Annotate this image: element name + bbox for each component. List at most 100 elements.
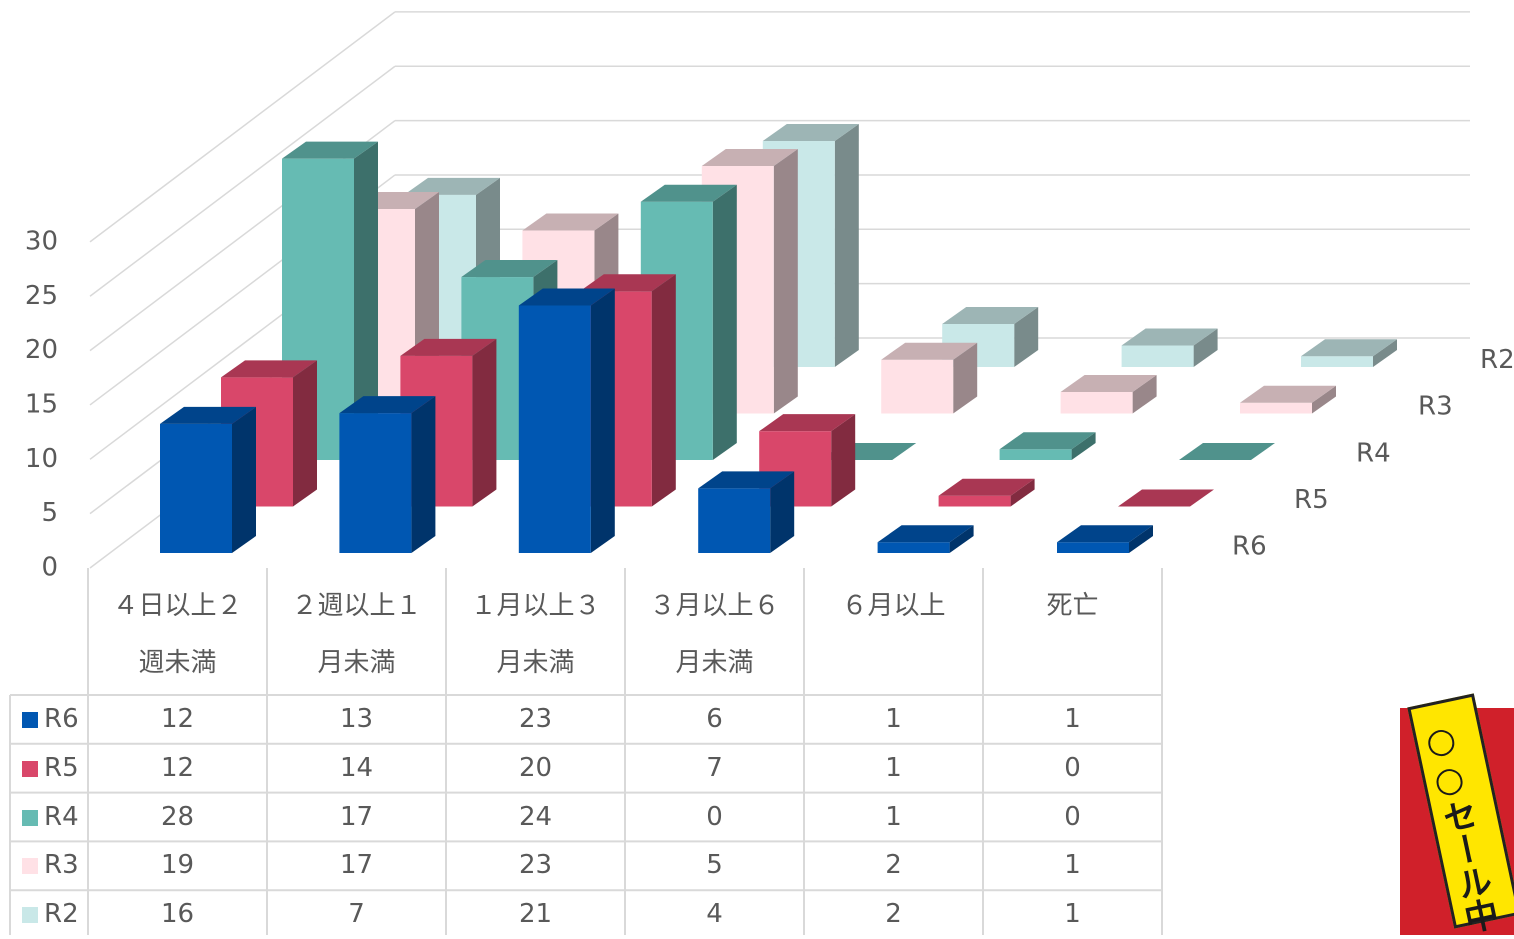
bar-top — [221, 360, 317, 378]
bar-top — [762, 124, 859, 142]
bar-top — [698, 471, 795, 489]
bar-side — [712, 184, 737, 460]
legend-label: R6 — [44, 704, 79, 734]
bar — [877, 525, 974, 553]
table-value: 14 — [339, 752, 374, 783]
table-value: 1 — [1064, 704, 1081, 734]
series-label: R2 — [1480, 345, 1514, 375]
legend-label: R4 — [44, 801, 79, 832]
bar-side — [949, 525, 974, 553]
bar-side — [1373, 339, 1397, 367]
bar-front — [518, 305, 591, 553]
y-tick-label: 30 — [25, 226, 58, 256]
sticker: ○○セール中 — [1400, 668, 1514, 935]
legend-entry: R3 — [10, 841, 88, 890]
bar — [1118, 489, 1214, 507]
bar-side — [773, 148, 798, 414]
legend-label: R5 — [44, 752, 79, 783]
legend-swatch — [22, 858, 38, 875]
bar-top — [339, 396, 436, 414]
y-tick-label: 25 — [25, 281, 58, 311]
bar-side — [831, 414, 856, 507]
table-value: 17 — [339, 850, 374, 881]
bar — [999, 432, 1096, 460]
bar-side — [1010, 478, 1035, 507]
bar-front — [877, 542, 950, 553]
bar — [1240, 385, 1336, 414]
bar-side — [1193, 328, 1218, 367]
bar — [160, 406, 256, 553]
bar-side — [1071, 432, 1096, 460]
table-value: 23 — [518, 850, 553, 881]
bar-front — [1240, 402, 1312, 414]
table-value: 19 — [160, 850, 195, 881]
bar-top — [759, 414, 856, 432]
bar-front — [698, 488, 771, 553]
category-label: １月以上３月未満 — [470, 591, 601, 678]
bar — [1060, 374, 1157, 414]
bar-side — [1129, 525, 1153, 553]
table-value: 23 — [518, 704, 553, 734]
bar-side — [232, 406, 256, 553]
bar-side — [1132, 374, 1157, 414]
category-label: ２週以上１月未満 — [291, 591, 422, 678]
bar-top — [938, 478, 1035, 496]
bar-front — [881, 359, 954, 414]
bar-front — [1057, 542, 1129, 553]
bar-top — [579, 274, 676, 292]
bar-front — [1121, 345, 1194, 367]
series-label: R5 — [1294, 485, 1329, 515]
category-label: ４日以上２週未満 — [112, 591, 243, 678]
legend-entry: R4 — [10, 793, 88, 842]
bar-top — [942, 306, 1039, 324]
table-value: 12 — [160, 752, 195, 783]
bar — [1121, 328, 1218, 367]
bar-side — [834, 124, 859, 368]
bar-top — [522, 213, 619, 231]
category-label: ６月以上 — [841, 591, 946, 621]
bar-top — [1060, 374, 1157, 392]
bar-top — [160, 406, 256, 424]
bar-top — [1057, 525, 1153, 543]
bar — [881, 342, 978, 414]
bar-side — [293, 360, 317, 507]
bar-top — [404, 177, 500, 195]
bar-side — [770, 471, 795, 553]
legend-swatch — [22, 809, 38, 826]
table-value: 21 — [518, 899, 553, 930]
series-label: R4 — [1356, 438, 1391, 468]
legend-label: R2 — [44, 899, 79, 930]
bar-front — [999, 449, 1072, 460]
bar-front — [339, 413, 412, 553]
bar-front — [938, 495, 1011, 507]
bar-top — [1121, 328, 1218, 346]
table-value: 13 — [339, 704, 374, 734]
y-tick-label: 15 — [25, 389, 58, 419]
legend-swatch — [22, 712, 38, 728]
table-value: 6 — [706, 704, 723, 734]
table-value: 16 — [160, 899, 195, 930]
y-tick-label: 0 — [41, 553, 58, 583]
table-value: 1 — [885, 704, 902, 734]
bar-front — [1301, 356, 1373, 367]
bar — [938, 478, 1035, 507]
bar-side — [590, 288, 615, 553]
table-value: 12 — [160, 704, 195, 734]
category-label: ３月以上６月未満 — [649, 591, 780, 678]
bar — [1179, 443, 1275, 460]
table-value: 7 — [348, 899, 365, 930]
bar-top — [461, 260, 558, 278]
y-tick-label: 10 — [25, 444, 58, 474]
table-value: 0 — [1064, 801, 1081, 832]
series-label: R6 — [1232, 532, 1267, 562]
bar-top — [877, 525, 974, 543]
table-value: 1 — [1064, 899, 1081, 930]
table-value: 0 — [1064, 752, 1081, 783]
category-label: 死亡 — [1046, 591, 1099, 621]
table-value: 24 — [518, 801, 553, 832]
bar — [1301, 339, 1397, 367]
table-value: 1 — [1064, 850, 1081, 881]
grid-line — [89, 65, 396, 297]
